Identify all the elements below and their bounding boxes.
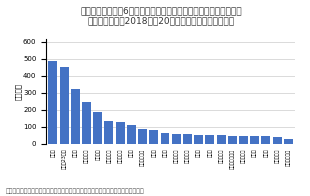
Bar: [71, 89, 80, 144]
Bar: [93, 112, 102, 144]
Bar: [183, 134, 192, 144]
Bar: [250, 136, 259, 144]
Bar: [127, 125, 136, 144]
Bar: [284, 139, 293, 144]
Bar: [48, 61, 57, 144]
Bar: [138, 129, 147, 144]
Text: 賃貸マンション（6階建て以上の非木造・民営借家・共同住宅）の
ストック戸数（2018年、20万戸以上の自治体を図示）: 賃貸マンション（6階建て以上の非木造・民営借家・共同住宅）の ストック戸数（20…: [80, 6, 242, 25]
Bar: [194, 135, 203, 144]
Bar: [261, 136, 270, 144]
Bar: [149, 130, 158, 144]
Text: （）は特別区または政令指定都市で、都道府県の値には当該自治体の戸数を含む。: （）は特別区または政令指定都市で、都道府県の値には当該自治体の戸数を含む。: [6, 188, 145, 194]
Bar: [205, 135, 214, 144]
Bar: [116, 122, 125, 144]
Bar: [239, 136, 248, 144]
Bar: [60, 67, 69, 144]
Y-axis label: （万戸）: （万戸）: [15, 83, 22, 100]
Bar: [172, 133, 181, 144]
Bar: [272, 137, 281, 144]
Bar: [104, 121, 113, 144]
Bar: [228, 136, 237, 144]
Bar: [82, 102, 91, 144]
Bar: [217, 135, 225, 144]
Bar: [161, 133, 170, 144]
